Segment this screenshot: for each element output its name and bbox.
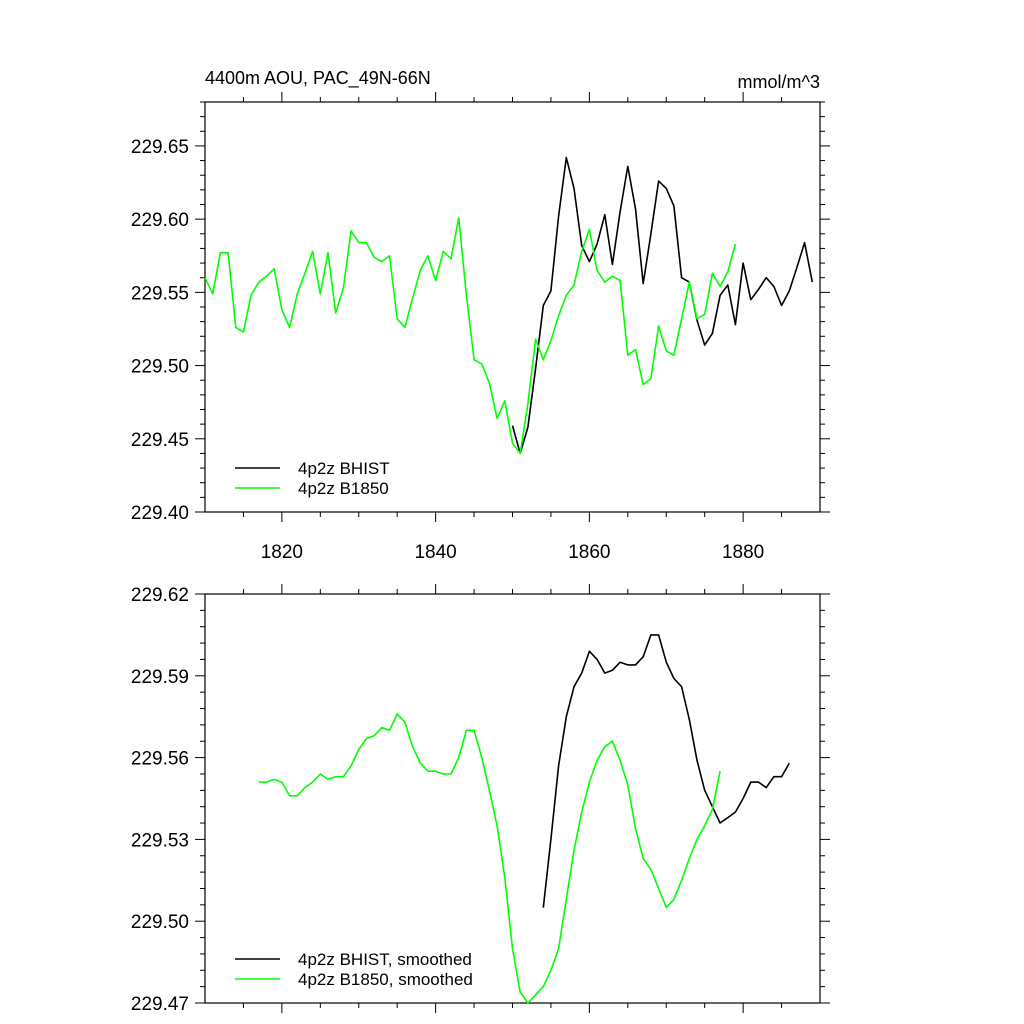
legend-label: 4p2z BHIST — [298, 459, 390, 478]
plot-frame — [204, 101, 821, 513]
units-label: mmol/m^3 — [738, 72, 820, 92]
bottom-panel: 229.47 229.50 229.53 229.56 229.59 229.62 4p2z… — [131, 584, 830, 1015]
x-tick-label: 1820 — [261, 542, 303, 563]
y-tick-label: 229.50 — [131, 912, 189, 933]
y-tick-label: 229.53 — [131, 830, 189, 851]
y-tick-label: 229.40 — [131, 503, 189, 524]
x-tick-label: 1860 — [568, 542, 610, 563]
top-panel: 1820 1840 1860 1880 229.40 229.45 229.50 229.55… — [131, 68, 830, 563]
x-tick-label: 1840 — [414, 542, 456, 563]
y-tick-label: 229.47 — [131, 994, 189, 1015]
y-tick-label: 229.60 — [131, 210, 189, 231]
series-line-b1850 — [258, 713, 721, 1004]
y-tick-label: 229.59 — [131, 667, 189, 688]
y-tick-label: 229.56 — [131, 749, 189, 770]
y-tick-label: 229.65 — [131, 137, 189, 158]
legend-label: 4p2z B1850 — [298, 479, 389, 498]
y-tick-label: 229.55 — [131, 283, 189, 304]
legend-label: 4p2z B1850, smoothed — [298, 970, 473, 989]
series-line-b1850 — [204, 216, 737, 455]
legend-label: 4p2z BHIST, smoothed — [298, 950, 472, 969]
y-tick-label: 229.62 — [131, 585, 189, 606]
y-tick-label: 229.50 — [131, 357, 189, 378]
x-tick-label: 1880 — [722, 542, 764, 563]
series-line-bhist — [542, 634, 790, 908]
y-tick-label: 229.45 — [131, 430, 189, 451]
series-line-bhist — [511, 156, 814, 455]
chart-title: 4400m AOU, PAC_49N-66N — [205, 68, 431, 89]
